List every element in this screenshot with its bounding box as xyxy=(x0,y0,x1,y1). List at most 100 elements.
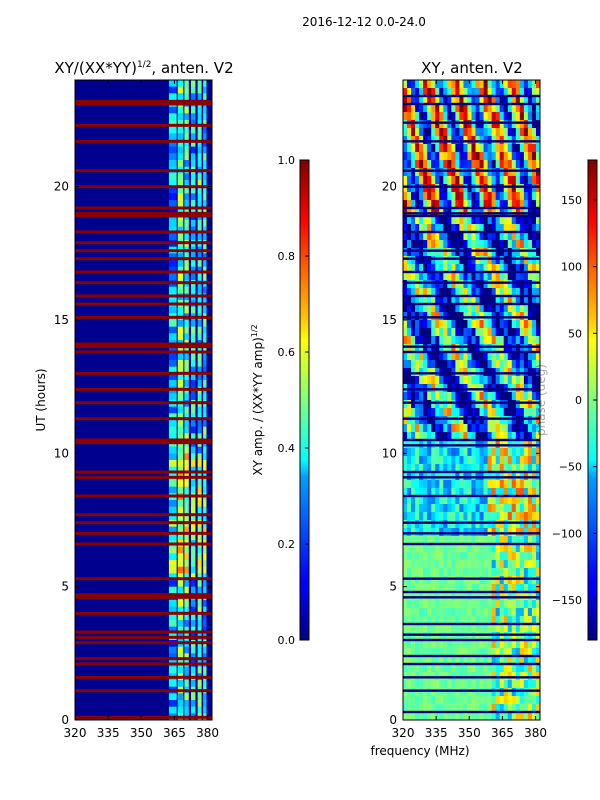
right-heatmap-cell xyxy=(479,568,484,577)
right-heatmap-cell xyxy=(415,416,420,425)
left-heatmap-cell xyxy=(197,253,202,261)
right-heatmap-cell xyxy=(459,712,464,720)
right-heatmap-cell xyxy=(427,696,432,705)
right-heatmap-cell xyxy=(435,640,440,649)
left-heatmap-cell xyxy=(191,320,196,327)
right-heatmap-cell xyxy=(455,648,460,657)
right-heatmap-cell xyxy=(523,648,529,657)
right-heatmap-cell xyxy=(407,608,412,617)
right-heatmap-cell xyxy=(519,664,525,673)
right-heatmap-cell xyxy=(403,488,408,497)
right-heatmap-cell xyxy=(419,192,424,201)
right-heatmap-cell xyxy=(495,168,501,177)
right-heatmap-cell xyxy=(475,520,480,529)
right-heatmap-cell xyxy=(447,296,452,305)
right-heatmap-cell xyxy=(403,544,408,553)
right-heatmap-cell xyxy=(511,88,517,97)
right-heatmap-cell xyxy=(423,232,428,241)
right-heatmap-cell xyxy=(411,184,416,193)
right-heatmap-cell xyxy=(447,688,452,697)
left-flagged-row xyxy=(75,531,212,535)
right-heatmap-cell xyxy=(463,464,468,473)
right-heatmap-cell xyxy=(443,688,448,697)
right-heatmap-cell xyxy=(495,688,501,697)
right-heatmap-cell xyxy=(535,712,540,720)
right-heatmap-cell xyxy=(411,80,416,89)
right-heatmap-cell xyxy=(507,512,513,521)
right-heatmap-cell xyxy=(455,320,460,329)
right-heatmap-cell xyxy=(451,648,456,657)
right-heatmap-cell xyxy=(407,600,412,609)
right-heatmap-cell xyxy=(403,336,408,345)
left-heatmap-cell xyxy=(203,406,207,414)
right-heatmap-cell xyxy=(455,656,460,665)
right-heatmap-cell xyxy=(467,632,472,641)
right-heatmap-cell xyxy=(407,240,412,249)
left-heatmap-cell xyxy=(203,446,207,454)
right-heatmap-cell xyxy=(459,120,464,129)
right-heatmap-cell xyxy=(439,96,444,105)
left-heatmap-cell xyxy=(177,666,184,674)
left-heatmap-cell xyxy=(197,406,202,414)
right-heatmap-cell xyxy=(455,632,460,641)
phase-colorbar-tick-label: 50 xyxy=(568,327,582,340)
right-heatmap-cell xyxy=(407,152,412,161)
right-heatmap-cell xyxy=(491,656,496,665)
right-heatmap-cell xyxy=(519,624,525,633)
right-heatmap-cell xyxy=(491,496,496,505)
left-heatmap-cell xyxy=(191,200,196,207)
right-heatmap-cell xyxy=(455,192,460,201)
left-heatmap-cell xyxy=(168,366,177,374)
right-heatmap-cell xyxy=(483,584,488,593)
right-heatmap-cell xyxy=(411,336,416,345)
right-heatmap-cell xyxy=(475,456,480,465)
left-heatmap-cell xyxy=(168,186,177,194)
right-heatmap-cell xyxy=(511,704,517,713)
right-heatmap-cell xyxy=(523,248,529,257)
right-heatmap-cell xyxy=(471,456,476,465)
right-heatmap-cell xyxy=(519,112,525,121)
right-heatmap-cell xyxy=(535,184,540,193)
left-heatmap-cell xyxy=(203,353,207,361)
right-heatmap-cell xyxy=(507,584,513,593)
right-heatmap-cell xyxy=(431,280,436,289)
right-heatmap-cell xyxy=(491,600,496,609)
right-heatmap-cell xyxy=(483,152,488,161)
left-heatmap-cell xyxy=(184,506,189,514)
right-heatmap-cell xyxy=(523,296,529,305)
right-heatmap-cell xyxy=(479,360,484,369)
right-heatmap-cell xyxy=(443,200,448,209)
right-heatmap-cell xyxy=(411,648,416,657)
right-heatmap-cell xyxy=(407,248,412,257)
right-heatmap-cell xyxy=(455,608,460,617)
right-heatmap-cell xyxy=(443,80,448,89)
right-heatmap-cell xyxy=(427,576,432,585)
right-heatmap-cell xyxy=(511,456,517,465)
left-heatmap-cell xyxy=(168,193,177,201)
right-x-tick-label: 320 xyxy=(392,726,415,740)
right-heatmap-cell xyxy=(419,408,424,417)
right-heatmap-cell xyxy=(431,552,436,561)
right-flagged-row xyxy=(403,438,540,442)
right-heatmap-cell xyxy=(491,304,496,313)
right-heatmap-cell xyxy=(447,376,452,385)
left-heatmap-cell xyxy=(197,480,202,487)
right-heatmap-cell xyxy=(475,392,480,401)
right-heatmap-cell xyxy=(503,552,509,561)
right-heatmap-cell xyxy=(503,656,509,665)
left-heatmap-cell xyxy=(184,260,189,267)
right-heatmap-cell xyxy=(499,200,505,209)
right-heatmap-cell xyxy=(471,640,476,649)
right-heatmap-cell xyxy=(447,304,452,313)
left-heatmap-cell xyxy=(203,146,207,154)
left-heatmap-cell xyxy=(168,373,177,381)
left-heatmap-cell xyxy=(197,93,202,101)
left-heatmap-cell xyxy=(168,126,177,134)
right-heatmap-cell xyxy=(467,424,472,433)
right-heatmap-cell xyxy=(495,400,501,409)
left-y-tick-label: 10 xyxy=(54,446,69,460)
right-heatmap-cell xyxy=(435,176,440,185)
right-heatmap-cell xyxy=(467,560,472,569)
left-heatmap-cell xyxy=(184,680,189,687)
right-heatmap-cell xyxy=(439,272,444,281)
